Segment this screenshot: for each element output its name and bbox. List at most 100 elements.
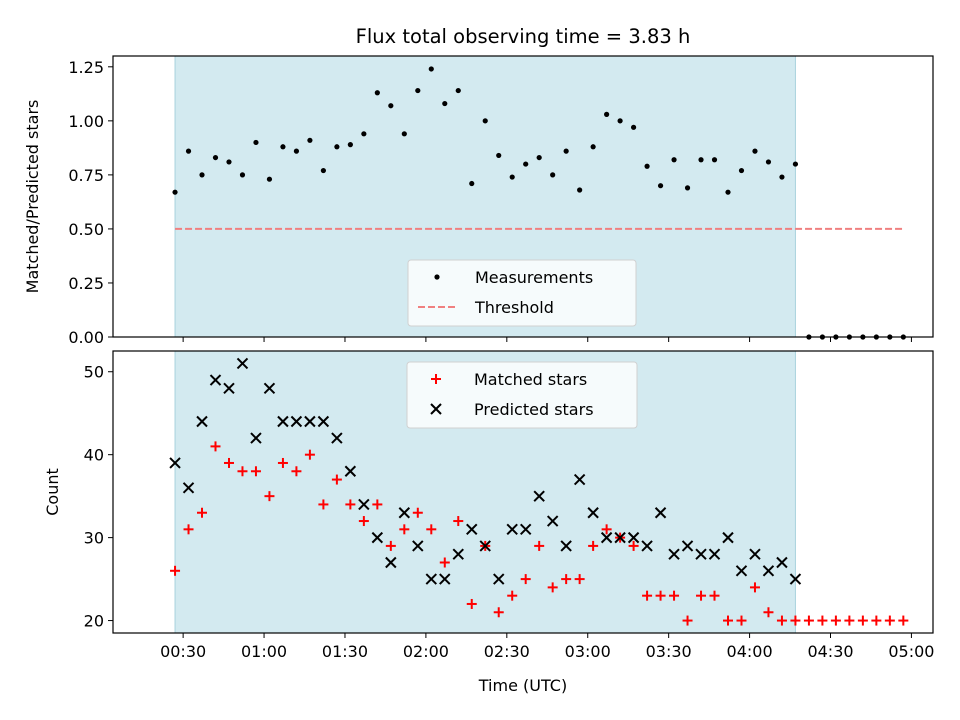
data-point	[681, 540, 694, 552]
data-point	[898, 615, 909, 626]
data-point	[642, 590, 653, 601]
data-point-b	[776, 556, 788, 569]
data-point	[466, 598, 477, 609]
data-point	[197, 507, 208, 518]
data-point-b	[412, 540, 424, 552]
data-point	[830, 615, 841, 626]
data-point-b	[304, 415, 316, 428]
axes-frame	[112, 350, 934, 634]
data-point	[668, 548, 680, 560]
data-point-b	[398, 507, 411, 519]
legend-label: Measurements	[475, 268, 593, 287]
y-tick-label: 1.25	[68, 58, 104, 77]
data-point	[399, 524, 410, 535]
data-point	[210, 441, 221, 452]
data-point-b	[182, 482, 195, 494]
data-point	[779, 174, 785, 180]
data-point	[520, 574, 531, 585]
x-tick-label: 03:00	[565, 642, 611, 661]
data-point	[239, 172, 246, 178]
data-point	[388, 103, 394, 109]
data-point	[507, 590, 518, 601]
data-point	[574, 574, 585, 585]
data-point-b	[385, 556, 397, 569]
data-point	[776, 556, 788, 569]
data-point-b	[236, 357, 249, 370]
data-point	[361, 131, 367, 137]
y-axis-label: Matched/Predicted stars	[23, 100, 42, 294]
data-point	[752, 148, 758, 154]
data-point	[358, 498, 370, 511]
y-tick-label: 20	[84, 612, 104, 631]
data-point	[509, 174, 515, 180]
data-point	[371, 531, 384, 544]
data-point-b	[466, 523, 478, 536]
x-tick-label: 01:30	[322, 642, 368, 661]
y-tick-label: 0.00	[68, 328, 104, 347]
data-point	[182, 482, 195, 494]
data-point	[331, 432, 343, 444]
data-point	[291, 466, 302, 477]
data-point	[803, 615, 814, 626]
data-point	[236, 357, 249, 370]
data-point	[304, 449, 315, 460]
data-point	[654, 507, 667, 519]
data-point	[183, 524, 194, 535]
data-point-b	[371, 531, 384, 544]
data-point	[212, 154, 219, 161]
data-point	[209, 374, 222, 386]
data-point	[226, 159, 232, 165]
data-point	[749, 548, 761, 560]
data-point	[628, 540, 639, 551]
data-point-b	[223, 382, 235, 395]
data-point	[627, 531, 640, 544]
data-point	[347, 142, 353, 148]
series-matched-stars	[170, 441, 909, 626]
axes-frame	[112, 55, 934, 338]
data-point-b	[250, 432, 262, 444]
legend-swatch	[431, 374, 441, 384]
legend: Matched stars Predicted stars	[406, 361, 638, 429]
data-point-b	[681, 540, 694, 552]
data-point	[320, 167, 326, 174]
data-point	[671, 157, 677, 163]
data-point	[170, 565, 181, 576]
data-point	[762, 565, 775, 577]
data-point	[669, 590, 680, 601]
data-point	[372, 499, 383, 510]
data-point-b	[533, 490, 545, 502]
data-point-b	[479, 540, 491, 552]
data-point	[264, 491, 275, 502]
y-tick-label: 1.00	[68, 112, 104, 131]
series-predicted-stars	[169, 357, 802, 585]
x-tick-label: 03:30	[646, 642, 692, 661]
data-point	[253, 139, 259, 146]
data-point-b	[209, 374, 222, 386]
data-point	[604, 111, 610, 117]
data-point	[482, 118, 488, 124]
data-point	[600, 531, 613, 544]
data-point-b	[546, 515, 559, 527]
data-point-b	[695, 548, 707, 560]
data-point	[776, 615, 787, 626]
data-point-b	[749, 548, 761, 560]
data-point-b	[519, 523, 532, 536]
data-point	[250, 466, 261, 477]
y-axis-label: Count	[43, 468, 62, 516]
y-tick-label: 30	[84, 529, 104, 548]
data-point	[469, 180, 475, 187]
data-point	[493, 607, 504, 618]
data-point-b	[627, 531, 640, 544]
data-point	[644, 163, 650, 169]
data-point	[455, 87, 461, 94]
x-tick-label: 04:30	[807, 642, 853, 661]
y-tick-label: 0.75	[68, 166, 104, 185]
data-point	[817, 615, 828, 626]
x-axis-label: Time (UTC)	[478, 676, 567, 695]
legend-label: Threshold	[474, 298, 554, 317]
data-point	[563, 148, 569, 154]
data-point	[601, 524, 612, 535]
x-tick-label: 04:00	[727, 642, 773, 661]
data-point-b	[277, 415, 289, 428]
data-point	[657, 183, 664, 189]
